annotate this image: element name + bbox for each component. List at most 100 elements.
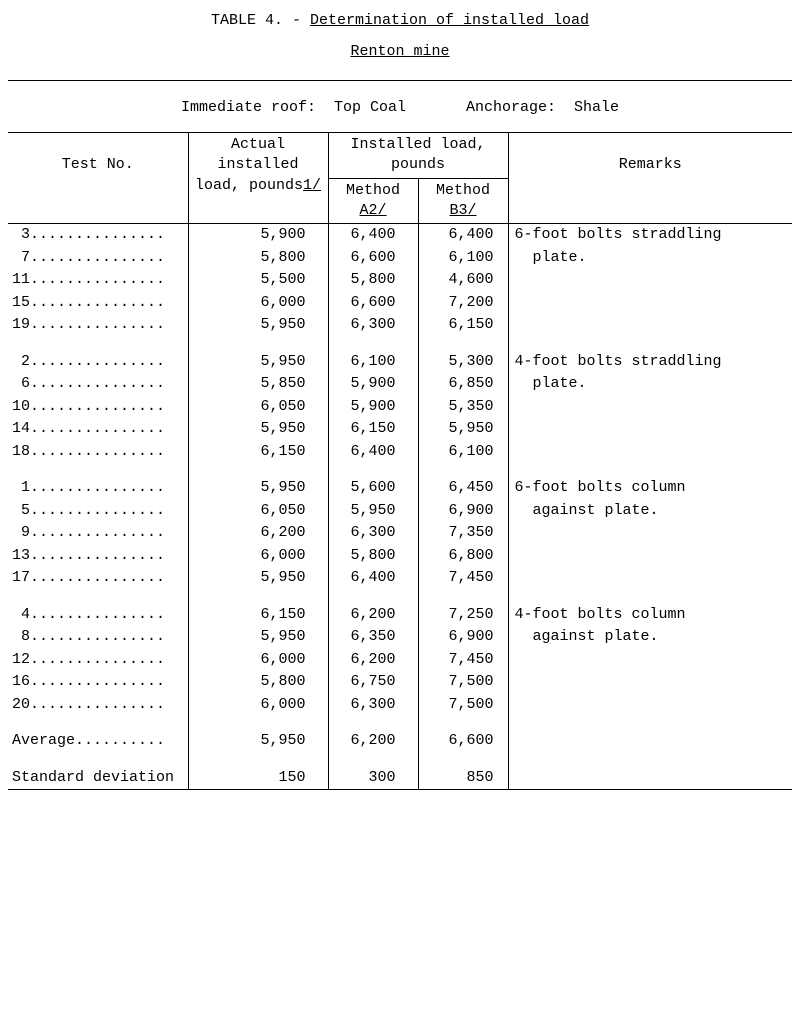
cell-method-a: 6,600 — [328, 247, 418, 270]
cell-actual: 5,850 — [188, 373, 328, 396]
cell-method-b: 7,250 — [418, 604, 508, 627]
cell-method-a: 6,200 — [328, 730, 418, 753]
table-row: 18...............6,1506,4006,100 — [8, 441, 792, 464]
hdr-method-b-l2: B — [449, 202, 458, 219]
group-gap — [8, 590, 792, 604]
cell-test-no: 19............... — [8, 314, 188, 337]
table-row: 7...............5,8006,6006,100 plate. — [8, 247, 792, 270]
cell-remarks — [508, 314, 792, 337]
cell-remarks — [508, 671, 792, 694]
table-row: 4...............6,1506,2007,2504-foot bo… — [8, 604, 792, 627]
cell-method-b: 6,800 — [418, 545, 508, 568]
roof-value: Top Coal — [334, 99, 406, 116]
cell-method-a: 5,600 — [328, 477, 418, 500]
cell-method-b: 6,850 — [418, 373, 508, 396]
table-row: 20...............6,0006,3007,500 — [8, 694, 792, 717]
table-row: 1...............5,9505,6006,4506-foot bo… — [8, 477, 792, 500]
cell-actual: 6,050 — [188, 396, 328, 419]
cell-remarks: 6-foot bolts column — [508, 477, 792, 500]
cell-actual: 5,500 — [188, 269, 328, 292]
cell-remarks: 4-foot bolts column — [508, 604, 792, 627]
cell-test-no: 18............... — [8, 441, 188, 464]
cell-remarks — [508, 767, 792, 790]
table-row: 14...............5,9506,1505,950 — [8, 418, 792, 441]
cell-remarks — [508, 269, 792, 292]
table-subtitle: Renton mine — [8, 43, 792, 60]
summary-row: Standard deviation150300850 — [8, 767, 792, 790]
cell-summary-label: Standard deviation — [8, 767, 188, 790]
group-gap — [8, 716, 792, 730]
table-row: 9...............6,2006,3007,350 — [8, 522, 792, 545]
hdr-test-no-text: Test No. — [62, 156, 134, 173]
cell-test-no: 12............... — [8, 649, 188, 672]
table-row: 6...............5,8505,9006,850 plate. — [8, 373, 792, 396]
cell-method-b: 6,900 — [418, 626, 508, 649]
subtitle-text: Renton mine — [350, 43, 449, 60]
title-prefix: TABLE 4. - — [211, 12, 310, 29]
cell-method-a: 6,400 — [328, 567, 418, 590]
cell-method-a: 6,150 — [328, 418, 418, 441]
cell-method-b: 6,600 — [418, 730, 508, 753]
cell-actual: 6,000 — [188, 694, 328, 717]
table-row: 10...............6,0505,9005,350 — [8, 396, 792, 419]
cell-remarks — [508, 441, 792, 464]
cell-method-a: 6,400 — [328, 441, 418, 464]
cell-method-a: 5,900 — [328, 373, 418, 396]
anchorage-value: Shale — [574, 99, 619, 116]
cell-test-no: 15............... — [8, 292, 188, 315]
table-body: 3...............5,9006,4006,4006-foot bo… — [8, 224, 792, 790]
cell-actual: 5,950 — [188, 567, 328, 590]
cell-method-b: 7,450 — [418, 649, 508, 672]
cell-test-no: 17............... — [8, 567, 188, 590]
cell-remarks — [508, 545, 792, 568]
cell-remarks — [508, 292, 792, 315]
table-row: 15...............6,0006,6007,200 — [8, 292, 792, 315]
hdr-method-a-l2: A — [359, 202, 368, 219]
cell-method-b: 7,350 — [418, 522, 508, 545]
table-row: 13...............6,0005,8006,800 — [8, 545, 792, 568]
hdr-actual-l3: load, pounds — [195, 177, 303, 194]
data-table: Test No. Actual installed load, pounds1/… — [8, 132, 792, 790]
cell-test-no: 10............... — [8, 396, 188, 419]
cell-remarks — [508, 649, 792, 672]
cell-actual: 5,950 — [188, 477, 328, 500]
cell-actual: 5,950 — [188, 351, 328, 374]
cell-method-b: 6,400 — [418, 224, 508, 247]
cell-method-b: 6,900 — [418, 500, 508, 523]
cell-actual: 5,800 — [188, 671, 328, 694]
cell-test-no: 14............... — [8, 418, 188, 441]
cell-summary-label: Average.......... — [8, 730, 188, 753]
table-row: 8...............5,9506,3506,900 against … — [8, 626, 792, 649]
cell-method-a: 300 — [328, 767, 418, 790]
hdr-method-a-fn: 2/ — [369, 202, 387, 219]
cell-actual: 5,950 — [188, 314, 328, 337]
cell-method-b: 6,100 — [418, 441, 508, 464]
cell-remarks: plate. — [508, 247, 792, 270]
cell-remarks — [508, 567, 792, 590]
cell-method-a: 6,750 — [328, 671, 418, 694]
cell-actual: 6,000 — [188, 545, 328, 568]
roof-label: Immediate roof: — [181, 99, 316, 116]
hdr-actual-fn: 1/ — [303, 177, 321, 194]
cell-remarks: 4-foot bolts straddling — [508, 351, 792, 374]
cell-test-no: 6............... — [8, 373, 188, 396]
cell-remarks: 6-foot bolts straddling — [508, 224, 792, 247]
cell-actual: 5,800 — [188, 247, 328, 270]
cell-method-a: 6,100 — [328, 351, 418, 374]
cell-test-no: 9............... — [8, 522, 188, 545]
hdr-remarks: Remarks — [508, 133, 792, 224]
table-row: 12...............6,0006,2007,450 — [8, 649, 792, 672]
cell-method-b: 850 — [418, 767, 508, 790]
cell-method-a: 5,900 — [328, 396, 418, 419]
group-gap — [8, 337, 792, 351]
cell-method-a: 6,400 — [328, 224, 418, 247]
title-underlined: Determination of installed load — [310, 12, 589, 29]
cell-remarks — [508, 522, 792, 545]
cell-method-b: 5,350 — [418, 396, 508, 419]
cell-remarks: plate. — [508, 373, 792, 396]
cell-method-b: 7,500 — [418, 694, 508, 717]
table-row: 17...............5,9506,4007,450 — [8, 567, 792, 590]
cell-method-b: 7,450 — [418, 567, 508, 590]
cell-actual: 5,950 — [188, 626, 328, 649]
cell-method-a: 6,200 — [328, 649, 418, 672]
